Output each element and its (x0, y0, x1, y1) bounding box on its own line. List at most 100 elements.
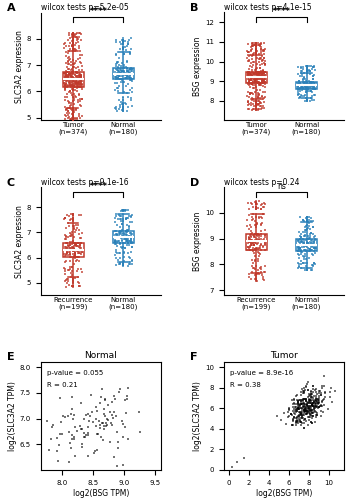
Point (251, 241, 257, 249)
Point (258, 220, 264, 228)
Point (257, 54, 263, 62)
Point (314, 403, 319, 411)
Point (74, 68, 80, 76)
Point (100, 419, 106, 427)
Point (319, 402, 325, 410)
Point (306, 416, 312, 424)
Point (302, 231, 308, 239)
Point (250, 240, 256, 248)
Point (262, 46, 267, 54)
Point (247, 52, 252, 60)
Point (306, 214, 311, 222)
Point (249, 78, 255, 86)
Point (256, 58, 262, 66)
Point (255, 240, 261, 248)
Point (128, 34, 133, 42)
Point (64, 240, 70, 248)
Point (79, 444, 85, 452)
Point (73, 105, 79, 113)
Point (252, 256, 258, 264)
Point (298, 233, 304, 241)
Point (66, 47, 72, 55)
Point (295, 403, 301, 411)
Point (321, 401, 327, 409)
Point (312, 418, 318, 426)
Point (263, 200, 268, 208)
Point (307, 82, 313, 90)
Point (304, 240, 310, 248)
Text: ****: **** (89, 8, 107, 16)
Point (76, 83, 81, 91)
Point (116, 260, 122, 268)
Point (71, 64, 76, 72)
Point (111, 408, 117, 416)
Point (303, 82, 308, 90)
Point (85, 410, 91, 418)
Point (248, 76, 253, 84)
Point (298, 84, 303, 92)
Point (306, 216, 312, 224)
Point (127, 74, 132, 82)
Point (78, 210, 84, 218)
Point (125, 74, 130, 82)
Point (253, 74, 259, 82)
Point (307, 70, 313, 78)
Point (72, 239, 77, 247)
Point (71, 238, 77, 246)
Point (251, 231, 257, 239)
Point (77, 54, 83, 62)
Point (65, 54, 71, 62)
Point (299, 84, 305, 92)
Point (66, 60, 72, 68)
Point (121, 70, 127, 78)
Point (253, 78, 259, 86)
Point (113, 233, 119, 241)
Point (113, 238, 118, 246)
Point (255, 100, 261, 108)
Point (124, 74, 129, 82)
Point (303, 416, 309, 424)
Point (75, 83, 80, 91)
Point (65, 278, 71, 285)
Point (76, 72, 81, 80)
Point (311, 83, 317, 91)
Point (73, 242, 79, 250)
Point (296, 412, 301, 420)
Point (308, 418, 313, 426)
Point (62, 214, 67, 222)
Point (127, 73, 132, 81)
Point (73, 40, 78, 48)
Point (293, 418, 299, 426)
Point (295, 80, 301, 88)
Point (294, 413, 299, 421)
Point (262, 75, 268, 83)
Point (62, 76, 68, 84)
Point (254, 236, 260, 244)
Point (299, 84, 305, 92)
Point (254, 244, 259, 252)
Point (77, 44, 82, 52)
Point (68, 90, 74, 98)
Point (311, 63, 317, 71)
Point (77, 74, 82, 82)
Point (311, 62, 316, 70)
Point (247, 238, 253, 246)
Point (68, 254, 74, 262)
Point (128, 212, 133, 220)
Point (289, 422, 294, 430)
Point (315, 397, 321, 405)
Point (103, 418, 109, 426)
Point (75, 247, 80, 255)
Point (127, 48, 133, 56)
Point (299, 86, 305, 94)
Y-axis label: BSG expression: BSG expression (193, 212, 202, 271)
Point (71, 32, 77, 40)
Point (252, 230, 257, 238)
Point (254, 74, 260, 82)
Point (252, 70, 257, 78)
Point (312, 402, 318, 410)
Point (257, 81, 262, 89)
Point (62, 264, 67, 272)
Point (65, 50, 71, 58)
Point (251, 70, 256, 78)
